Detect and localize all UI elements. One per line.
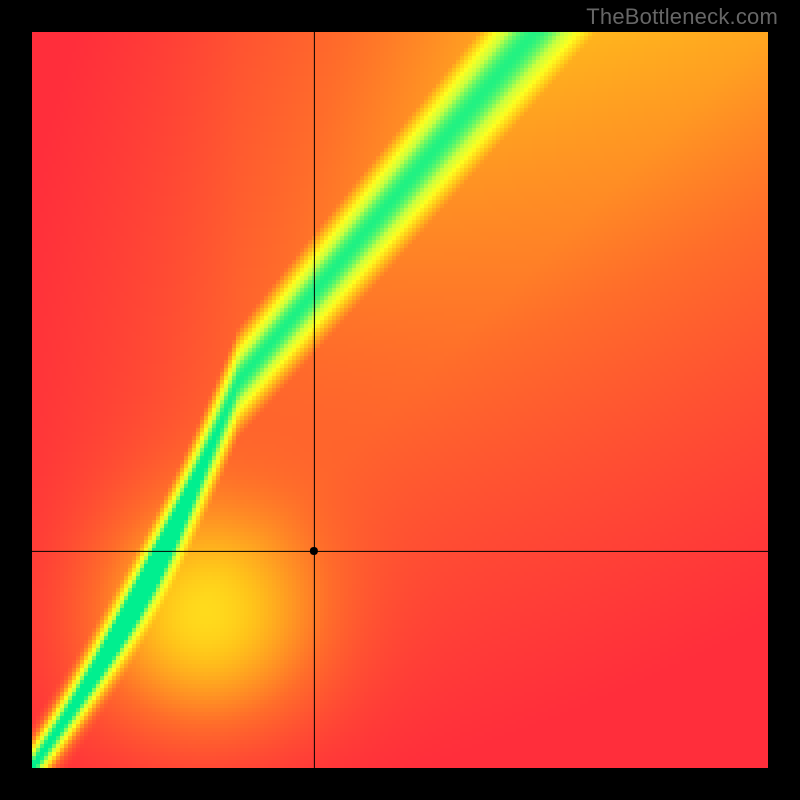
chart-container: TheBottleneck.com (0, 0, 800, 800)
plot-area (32, 32, 768, 768)
watermark-text: TheBottleneck.com (586, 4, 778, 30)
heatmap-canvas (32, 32, 768, 768)
